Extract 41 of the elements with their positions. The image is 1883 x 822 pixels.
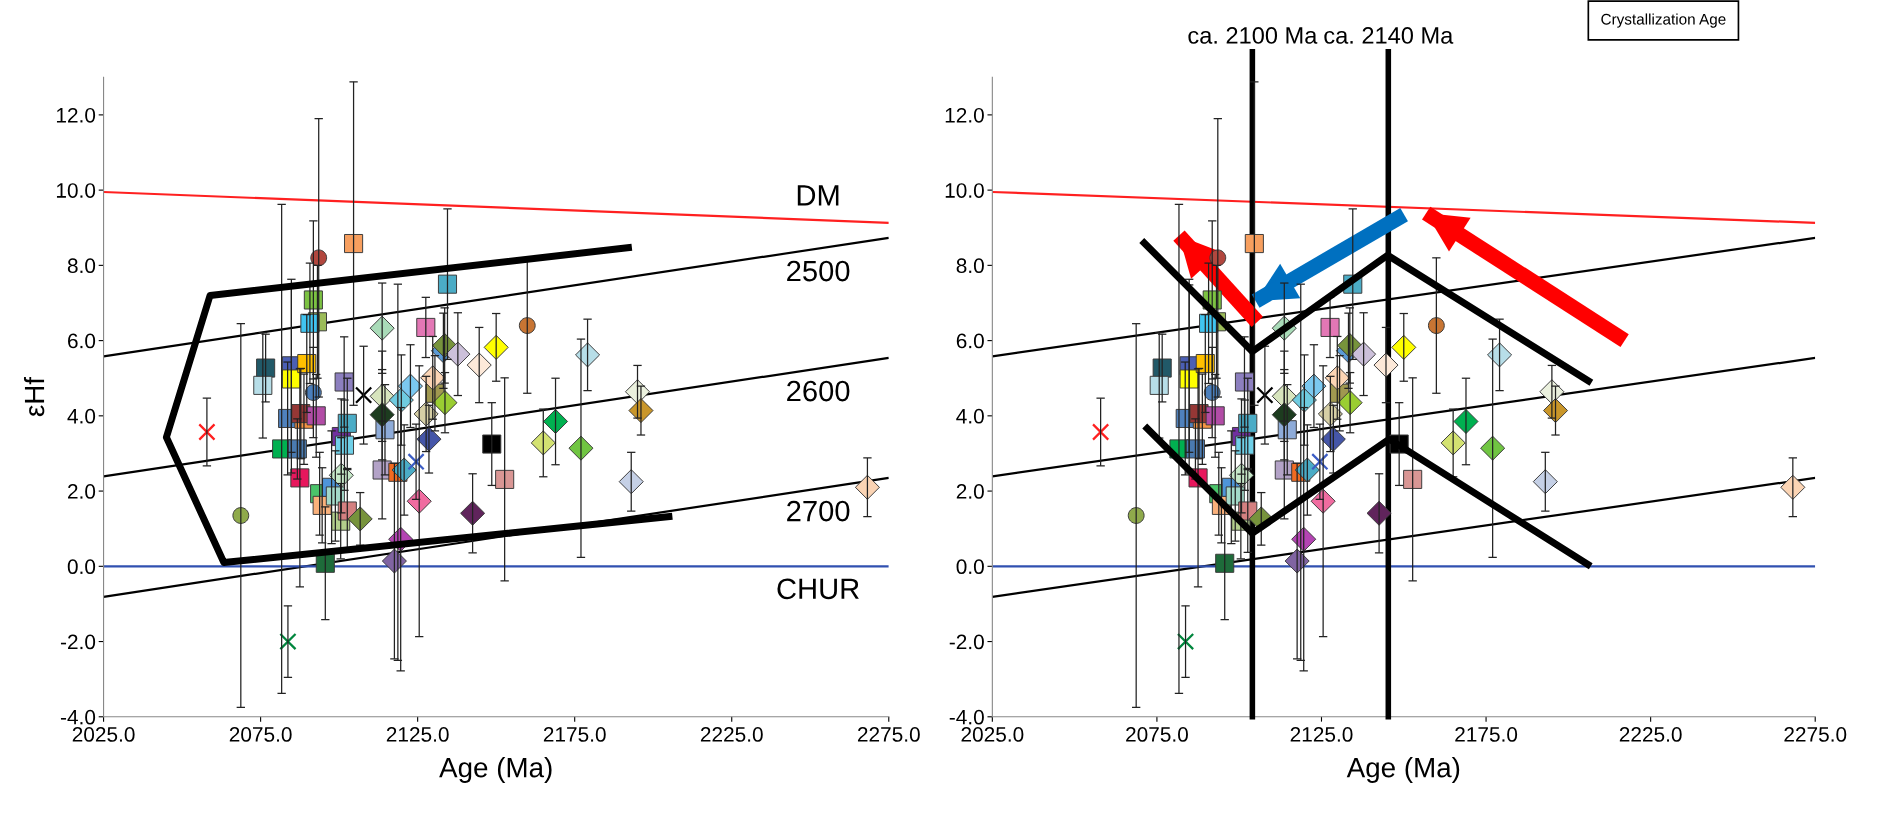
series-label: 2600 bbox=[787, 380, 850, 402]
ref-line-label: ca. 2140 Ma bbox=[1324, 27, 1454, 44]
y-tick-label: 12.0 bbox=[945, 107, 984, 123]
x-tick-label: 2125.0 bbox=[386, 727, 449, 742]
y-tick-label: 10.0 bbox=[56, 183, 96, 198]
series-label: 2700 bbox=[787, 500, 850, 522]
series-label: DM bbox=[797, 185, 839, 206]
x-tick-label: 2275.0 bbox=[857, 727, 920, 742]
y-tick-label: -4.0 bbox=[60, 709, 96, 725]
series-label: CHUR bbox=[777, 578, 859, 600]
y-tick-label: 4.0 bbox=[67, 408, 96, 424]
y-tick-label: 12.0 bbox=[56, 107, 96, 123]
y-tick-label: 10.0 bbox=[945, 183, 984, 198]
x-axis-title: Age (Ma) bbox=[439, 757, 552, 783]
ref-line-label: ca. 2100 Ma bbox=[1188, 27, 1318, 44]
y-tick-label: 6.0 bbox=[956, 333, 984, 349]
y-tick-label: 0.0 bbox=[67, 559, 96, 575]
y-tick-label: 2.0 bbox=[956, 484, 984, 499]
y-tick-label: 0.0 bbox=[956, 559, 984, 575]
x-tick-label: 2225.0 bbox=[700, 727, 763, 742]
x-tick-label: 2225.0 bbox=[1619, 727, 1682, 742]
x-tick-label: 2275.0 bbox=[1784, 727, 1847, 742]
x-tick-label: 2025.0 bbox=[961, 727, 1024, 742]
y-tick-label: -2.0 bbox=[949, 634, 984, 650]
x-axis-title: Age (Ma) bbox=[1346, 757, 1460, 783]
y-tick-label: 2.0 bbox=[68, 484, 96, 499]
y-axis-title: εHf bbox=[23, 376, 45, 417]
x-tick-label: 2075.0 bbox=[1126, 727, 1188, 742]
y-tick-label: 4.0 bbox=[956, 408, 984, 424]
y-tick-label: 6.0 bbox=[68, 333, 96, 349]
series-label: 2500 bbox=[787, 260, 850, 282]
text: Crystallization Age bbox=[1601, 13, 1726, 28]
x-tick-label: 2175.0 bbox=[543, 727, 606, 742]
x-tick-label: 2175.0 bbox=[1455, 727, 1518, 742]
x-tick-label: 2075.0 bbox=[229, 727, 292, 742]
y-tick-label: -2.0 bbox=[60, 634, 96, 650]
y-tick-label: -4.0 bbox=[949, 709, 984, 725]
x-tick-label: 2125.0 bbox=[1290, 727, 1353, 742]
y-tick-label: 8.0 bbox=[67, 258, 96, 274]
x-tick-label: 2025.0 bbox=[72, 727, 135, 742]
y-tick-label: 8.0 bbox=[956, 258, 984, 274]
